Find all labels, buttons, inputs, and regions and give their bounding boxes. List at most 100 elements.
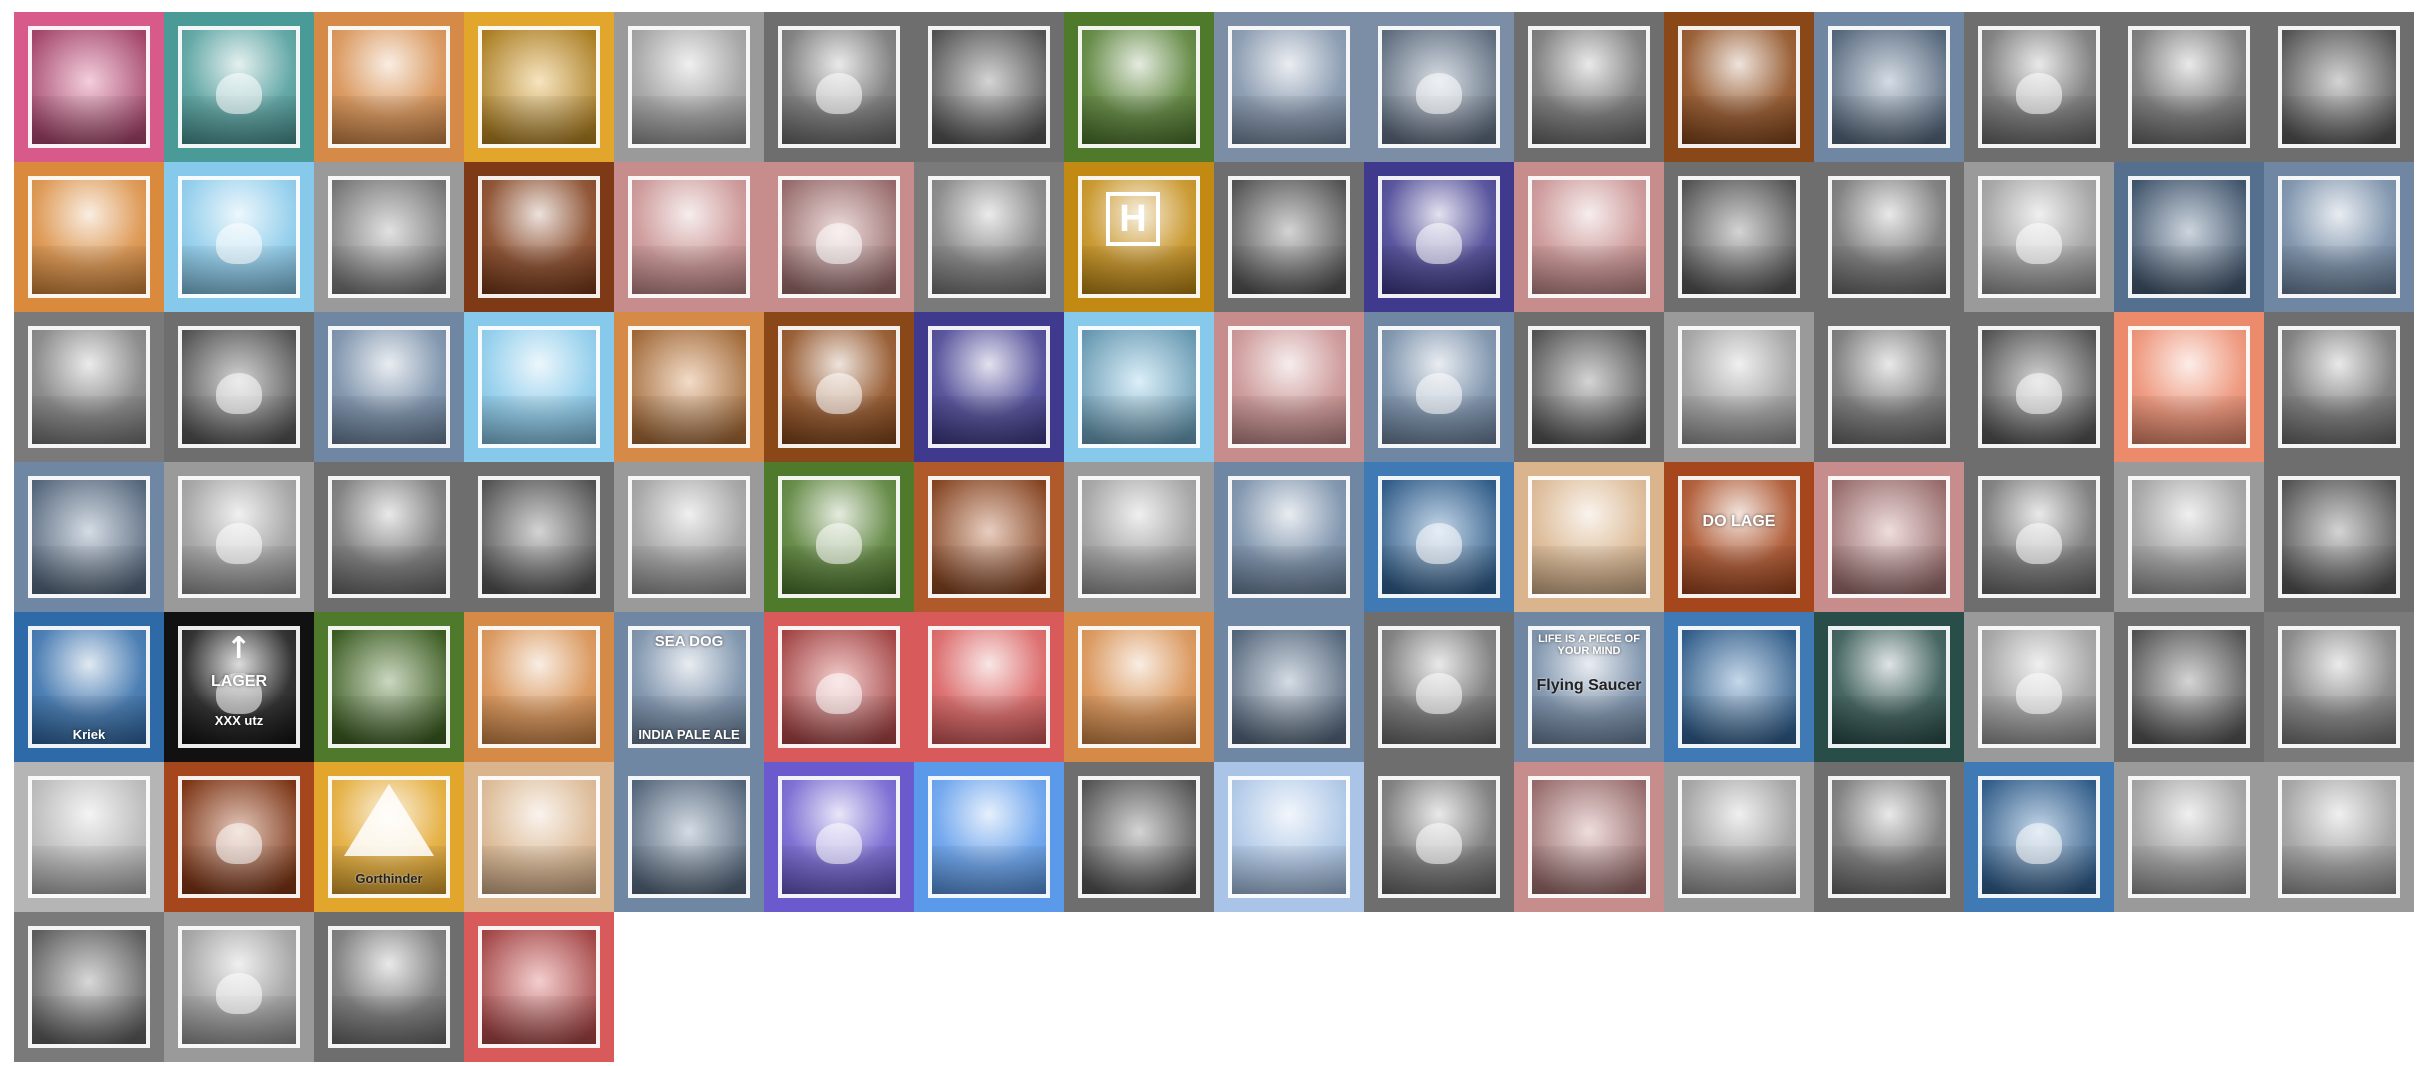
photo-tile[interactable] (1364, 462, 1514, 612)
photo-tile[interactable] (1214, 762, 1364, 912)
photo-tile[interactable] (2114, 462, 2264, 612)
photo-tile[interactable] (1514, 462, 1664, 612)
photo-tile[interactable]: LIFE IS A PIECE OF YOUR MIND Flying Sauce… (1514, 612, 1664, 762)
photo-tile[interactable] (464, 912, 614, 1062)
photo-tile[interactable] (14, 12, 164, 162)
photo-tile[interactable] (614, 762, 764, 912)
photo-tile[interactable] (164, 312, 314, 462)
photo-tile[interactable] (1514, 312, 1664, 462)
photo-tile[interactable] (914, 12, 1064, 162)
photo-tile[interactable] (1364, 162, 1514, 312)
photo-tile[interactable] (464, 612, 614, 762)
photo-tile[interactable] (1964, 12, 2114, 162)
photo-tile[interactable] (614, 12, 764, 162)
photo-tile[interactable] (614, 162, 764, 312)
photo-tile[interactable] (614, 312, 764, 462)
photo-tile[interactable] (14, 312, 164, 462)
photo-tile[interactable] (464, 162, 614, 312)
photo-tile[interactable] (2264, 312, 2414, 462)
photo-tile[interactable]: DO LAGE (1664, 462, 1814, 612)
photo-tile[interactable] (1514, 762, 1664, 912)
photo-tile[interactable] (2264, 612, 2414, 762)
photo-tile[interactable] (764, 462, 914, 612)
photo-tile[interactable] (14, 762, 164, 912)
photo-tile[interactable] (164, 912, 314, 1062)
photo-tile[interactable]: Kriek (14, 612, 164, 762)
photo-tile[interactable] (14, 912, 164, 1062)
photo-tile[interactable] (164, 462, 314, 612)
photo-tile[interactable] (314, 162, 464, 312)
photo-tile[interactable] (1814, 462, 1964, 612)
photo-tile[interactable] (1214, 162, 1364, 312)
photo-tile[interactable] (2264, 12, 2414, 162)
photo-tile[interactable] (1064, 312, 1214, 462)
photo-tile[interactable] (1214, 312, 1364, 462)
photo-tile[interactable] (1064, 462, 1214, 612)
photo-tile[interactable] (1064, 612, 1214, 762)
photo-tile[interactable] (314, 912, 464, 1062)
photo-tile[interactable] (2114, 612, 2264, 762)
photo-tile[interactable] (764, 12, 914, 162)
photo-tile[interactable] (2114, 312, 2264, 462)
photo-tile[interactable] (1814, 612, 1964, 762)
photo-tile[interactable] (1364, 312, 1514, 462)
photo-tile[interactable] (1364, 762, 1514, 912)
photo-tile[interactable]: SEA DOG INDIA PALE ALE (614, 612, 764, 762)
photo-tile[interactable] (1964, 762, 2114, 912)
photo-tile[interactable] (1064, 12, 1214, 162)
photo-tile[interactable] (2264, 762, 2414, 912)
photo-tile[interactable] (1964, 312, 2114, 462)
photo-tile[interactable]: H (1064, 162, 1214, 312)
photo-tile[interactable] (164, 162, 314, 312)
photo-tile[interactable] (1364, 12, 1514, 162)
photo-tile[interactable]: ↑ LAGER XXX utz (164, 612, 314, 762)
photo-tile[interactable] (1964, 162, 2114, 312)
photo-tile[interactable] (914, 762, 1064, 912)
photo-tile[interactable] (164, 12, 314, 162)
photo-tile[interactable] (314, 12, 464, 162)
photo-tile[interactable] (1514, 162, 1664, 312)
photo-tile[interactable] (914, 162, 1064, 312)
photo-tile[interactable] (464, 312, 614, 462)
photo-tile[interactable]: Gorthinder (314, 762, 464, 912)
photo-tile[interactable] (314, 612, 464, 762)
photo-tile[interactable] (1814, 312, 1964, 462)
photo-tile[interactable] (1664, 612, 1814, 762)
photo-tile[interactable] (1664, 312, 1814, 462)
photo-tile[interactable] (1214, 612, 1364, 762)
photo-tile[interactable] (1664, 162, 1814, 312)
photo-tile[interactable] (2114, 162, 2264, 312)
photo-tile[interactable] (14, 162, 164, 312)
photo-tile[interactable] (1214, 462, 1364, 612)
photo-tile[interactable] (464, 12, 614, 162)
photo-tile[interactable] (1814, 762, 1964, 912)
photo-tile[interactable] (1664, 12, 1814, 162)
photo-tile[interactable] (314, 462, 464, 612)
photo-tile[interactable] (314, 312, 464, 462)
photo-tile[interactable] (764, 612, 914, 762)
photo-tile[interactable] (764, 762, 914, 912)
photo-tile[interactable] (2114, 12, 2264, 162)
photo-tile[interactable] (1214, 12, 1364, 162)
photo-tile[interactable] (914, 612, 1064, 762)
photo-tile[interactable] (764, 312, 914, 462)
photo-tile[interactable] (914, 312, 1064, 462)
photo-tile[interactable] (1064, 762, 1214, 912)
photo-tile[interactable] (2264, 162, 2414, 312)
photo-tile[interactable] (1964, 612, 2114, 762)
photo-tile[interactable] (1814, 12, 1964, 162)
photo-tile[interactable] (464, 462, 614, 612)
photo-tile[interactable] (1514, 12, 1664, 162)
photo-tile[interactable] (764, 162, 914, 312)
photo-tile[interactable] (1964, 462, 2114, 612)
photo-tile[interactable] (464, 762, 614, 912)
photo-tile[interactable] (1814, 162, 1964, 312)
photo-tile[interactable] (1364, 612, 1514, 762)
photo-tile[interactable] (164, 762, 314, 912)
photo-tile[interactable] (1664, 762, 1814, 912)
photo-tile[interactable] (2114, 762, 2264, 912)
photo-tile[interactable] (14, 462, 164, 612)
photo-tile[interactable] (914, 462, 1064, 612)
photo-tile[interactable] (2264, 462, 2414, 612)
photo-tile[interactable] (614, 462, 764, 612)
